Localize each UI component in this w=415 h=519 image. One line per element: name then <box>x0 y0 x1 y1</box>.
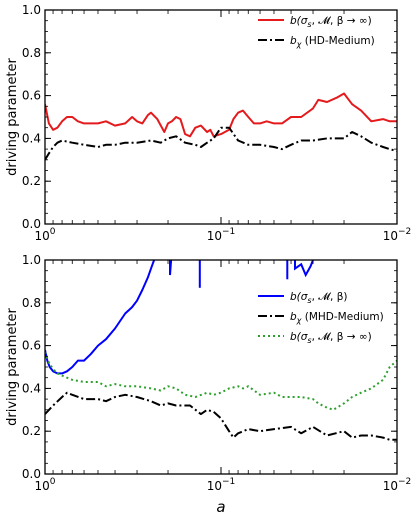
y-tick-label: 0.6 <box>22 89 41 103</box>
legend-entry: b(σs, 𝓜, β → ∞) <box>290 15 372 29</box>
x-tick-label: 10−1 <box>207 227 236 243</box>
y-axis-label: driving parameter <box>5 57 20 175</box>
x-tick-label: 10−1 <box>207 477 236 493</box>
series-line-2-2 <box>45 391 397 441</box>
legend-entry: b(σs, 𝓜, β → ∞) <box>290 331 372 345</box>
x-tick-label: 100 <box>34 477 55 493</box>
x-tick-label: 10−2 <box>383 227 412 243</box>
x-tick-label: 10−2 <box>383 477 412 493</box>
panel-1: 0.0 0.2 0.4 0.6 0.8 1.0 100 10−1 10−2 driving par… <box>5 3 411 243</box>
series-spike-2-1-1 <box>169 260 173 276</box>
y-tick-label: 0.8 <box>22 46 41 60</box>
y-tick-label: 0.0 <box>22 467 41 481</box>
y-tick-label: 0.4 <box>22 131 41 145</box>
y-tick-label: 1.0 <box>22 253 41 267</box>
y-tick-label: 0.6 <box>22 339 41 353</box>
y-tick-label: 0.2 <box>22 174 41 188</box>
y-axis-label: driving parameter <box>5 307 20 425</box>
y-tick-label: 0.0 <box>22 217 41 231</box>
legend-entry: bχ (HD-Medium) <box>290 35 375 49</box>
y-tick-label: 0.4 <box>22 381 41 395</box>
legend-entry: b(σs, 𝓜, β) <box>290 291 348 305</box>
x-axis-label: a <box>216 498 225 516</box>
y-tick-label: 0.8 <box>22 296 41 310</box>
series-line-2-3 <box>45 351 397 411</box>
x-tick-label: 100 <box>34 227 55 243</box>
y-tick-label: 1.0 <box>22 3 41 17</box>
series-line-1-1 <box>45 92 397 138</box>
series-spike-2-1-4 <box>294 260 314 278</box>
panel-2: 0.0 0.2 0.4 0.6 0.8 1.0 100 10−1 10−2 driving par… <box>5 253 411 516</box>
series-line-1-2 <box>45 126 397 161</box>
legend-entry: bχ (MHD-Medium) <box>290 311 384 325</box>
y-tick-label: 0.2 <box>22 424 41 438</box>
series-line-2-1 <box>45 260 156 375</box>
